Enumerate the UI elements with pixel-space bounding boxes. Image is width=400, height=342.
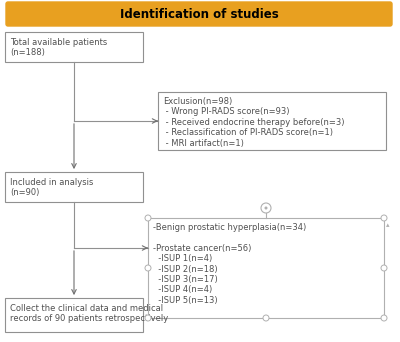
Circle shape bbox=[145, 215, 151, 221]
Circle shape bbox=[264, 207, 268, 210]
FancyBboxPatch shape bbox=[158, 92, 386, 150]
Circle shape bbox=[263, 315, 269, 321]
Text: Collect the clinical data and medical
records of 90 patients retrospectively: Collect the clinical data and medical re… bbox=[10, 304, 168, 324]
FancyBboxPatch shape bbox=[6, 2, 392, 26]
FancyBboxPatch shape bbox=[5, 32, 143, 62]
Circle shape bbox=[381, 265, 387, 271]
Circle shape bbox=[381, 215, 387, 221]
FancyBboxPatch shape bbox=[148, 218, 384, 318]
Circle shape bbox=[381, 315, 387, 321]
FancyBboxPatch shape bbox=[5, 298, 143, 332]
Circle shape bbox=[145, 265, 151, 271]
Text: Identification of studies: Identification of studies bbox=[120, 8, 278, 21]
Circle shape bbox=[145, 315, 151, 321]
Text: Total available patients
(n=188): Total available patients (n=188) bbox=[10, 38, 107, 57]
Text: Included in analysis
(n=90): Included in analysis (n=90) bbox=[10, 178, 93, 197]
Text: Exclusion(n=98)
 - Wrong PI-RADS score(n=93)
 - Received endocrine therapy befor: Exclusion(n=98) - Wrong PI-RADS score(n=… bbox=[163, 97, 344, 148]
FancyBboxPatch shape bbox=[5, 172, 143, 202]
Text: ▴: ▴ bbox=[386, 222, 390, 228]
Text: -Benign prostatic hyperplasia(n=34)

-Prostate cancer(n=56)
  -ISUP 1(n=4)
  -IS: -Benign prostatic hyperplasia(n=34) -Pro… bbox=[153, 223, 306, 305]
